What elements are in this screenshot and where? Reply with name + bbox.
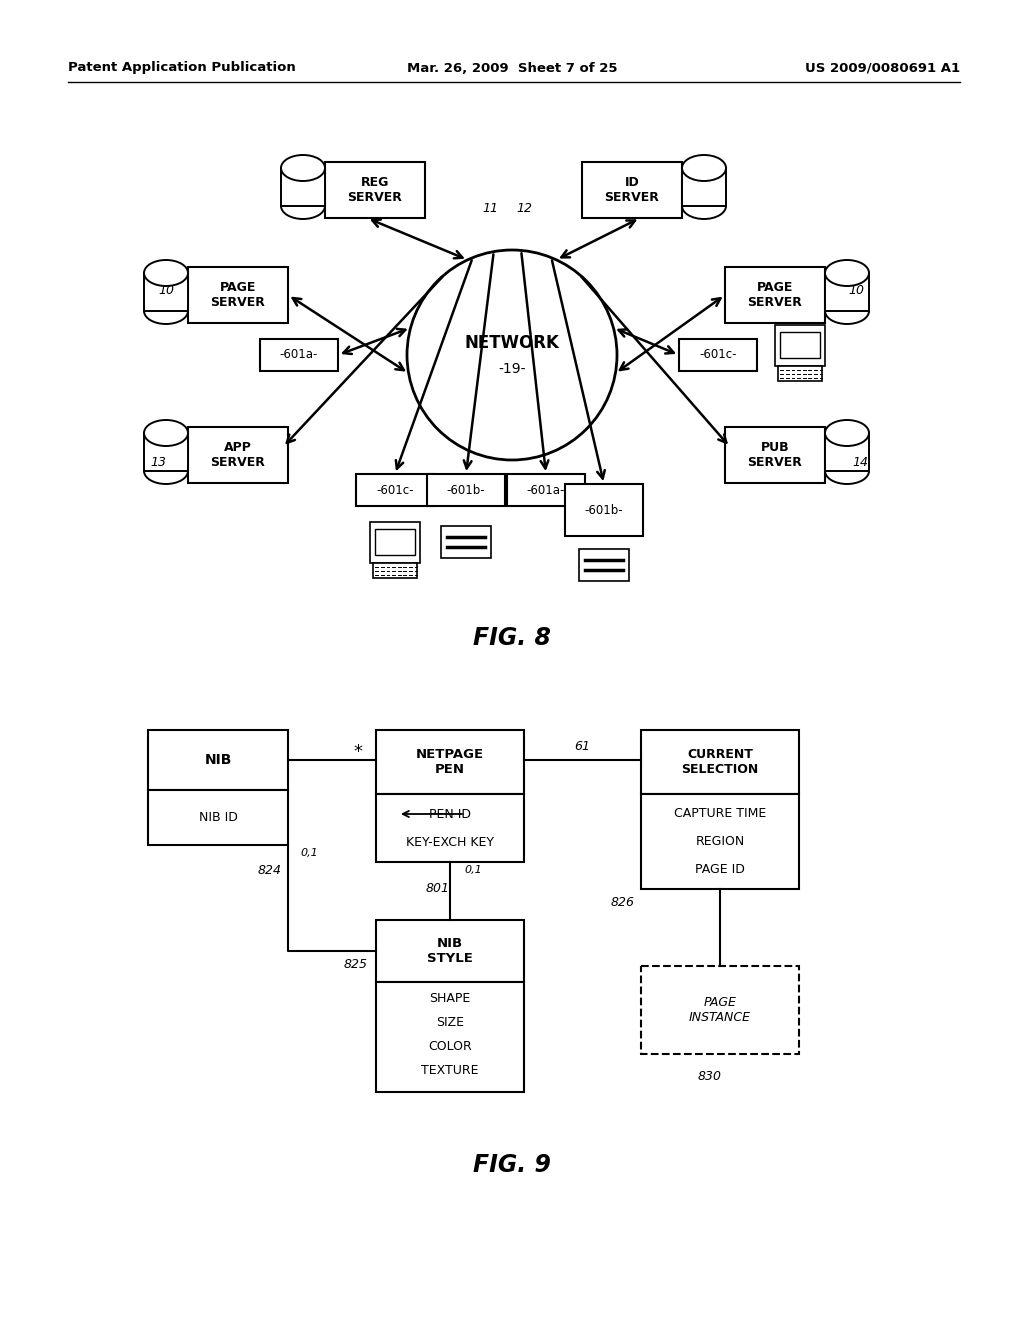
Text: Patent Application Publication: Patent Application Publication xyxy=(68,62,296,74)
Ellipse shape xyxy=(825,260,869,286)
Ellipse shape xyxy=(281,154,325,181)
Text: -601b-: -601b- xyxy=(585,503,624,516)
Text: *: * xyxy=(353,743,362,762)
Bar xyxy=(260,339,338,371)
Text: 830: 830 xyxy=(698,1069,722,1082)
Circle shape xyxy=(407,249,617,459)
Text: CAPTURE TIME: CAPTURE TIME xyxy=(674,807,766,820)
Ellipse shape xyxy=(144,420,188,446)
Text: NIB: NIB xyxy=(205,752,231,767)
Text: SHAPE: SHAPE xyxy=(429,993,471,1006)
Bar xyxy=(682,168,726,206)
Text: -601a-: -601a- xyxy=(526,483,565,496)
Bar xyxy=(148,789,288,845)
Bar xyxy=(144,273,188,312)
Bar xyxy=(725,267,825,323)
Bar xyxy=(373,564,418,578)
Bar xyxy=(825,433,869,471)
Text: -601c-: -601c- xyxy=(699,348,736,362)
Bar xyxy=(370,521,421,562)
Text: 11: 11 xyxy=(482,202,498,214)
Text: 10: 10 xyxy=(848,284,864,297)
Text: 825: 825 xyxy=(344,958,368,972)
Bar xyxy=(565,484,643,536)
Text: 824: 824 xyxy=(258,865,282,878)
Bar xyxy=(376,795,524,862)
Ellipse shape xyxy=(144,260,188,286)
Text: APP
SERVER: APP SERVER xyxy=(211,441,265,469)
Text: 14: 14 xyxy=(852,457,868,470)
Bar xyxy=(641,966,799,1053)
Text: REGION: REGION xyxy=(695,836,744,847)
Bar xyxy=(188,267,288,323)
Bar xyxy=(777,367,822,381)
Bar xyxy=(356,474,434,506)
Text: 0,1: 0,1 xyxy=(464,865,481,875)
Text: 13: 13 xyxy=(150,457,166,470)
Text: NETPAGE
PEN: NETPAGE PEN xyxy=(416,748,484,776)
Text: PAGE
INSTANCE: PAGE INSTANCE xyxy=(689,997,751,1024)
Bar xyxy=(375,529,415,556)
Text: TEXTURE: TEXTURE xyxy=(421,1064,479,1077)
Bar xyxy=(825,273,869,312)
Text: US 2009/0080691 A1: US 2009/0080691 A1 xyxy=(805,62,961,74)
Bar xyxy=(148,730,288,789)
Text: PUB
SERVER: PUB SERVER xyxy=(748,441,803,469)
Text: PAGE
SERVER: PAGE SERVER xyxy=(748,281,803,309)
Text: -19-: -19- xyxy=(499,362,525,376)
Bar xyxy=(144,433,188,471)
Text: 801: 801 xyxy=(426,882,450,895)
Bar xyxy=(188,426,288,483)
Bar xyxy=(440,527,492,557)
Text: COLOR: COLOR xyxy=(428,1040,472,1053)
Text: SIZE: SIZE xyxy=(436,1016,464,1030)
Text: NIB ID: NIB ID xyxy=(199,810,238,824)
Text: 10: 10 xyxy=(158,284,174,297)
Bar xyxy=(780,331,820,359)
Bar xyxy=(427,474,505,506)
Bar xyxy=(325,162,425,218)
Text: -601b-: -601b- xyxy=(446,483,485,496)
Text: 12: 12 xyxy=(516,202,532,214)
Text: Mar. 26, 2009  Sheet 7 of 25: Mar. 26, 2009 Sheet 7 of 25 xyxy=(407,62,617,74)
Text: 0,1: 0,1 xyxy=(300,847,317,858)
Text: REG
SERVER: REG SERVER xyxy=(347,176,402,205)
Text: 61: 61 xyxy=(574,739,591,752)
Ellipse shape xyxy=(825,420,869,446)
Bar xyxy=(641,730,799,795)
Text: FIG. 9: FIG. 9 xyxy=(473,1152,551,1177)
Text: KEY-EXCH KEY: KEY-EXCH KEY xyxy=(406,836,494,849)
Text: ID
SERVER: ID SERVER xyxy=(604,176,659,205)
Bar xyxy=(641,795,799,888)
Text: -601c-: -601c- xyxy=(376,483,414,496)
Text: 826: 826 xyxy=(611,896,635,909)
Bar xyxy=(376,920,524,982)
Text: -601a-: -601a- xyxy=(280,348,318,362)
Ellipse shape xyxy=(682,154,726,181)
Bar xyxy=(774,325,825,366)
Bar xyxy=(579,549,630,581)
Bar xyxy=(507,474,585,506)
Text: CURRENT
SELECTION: CURRENT SELECTION xyxy=(681,748,759,776)
Text: PEN ID: PEN ID xyxy=(429,808,471,821)
Bar xyxy=(679,339,757,371)
Bar xyxy=(281,168,325,206)
Text: PAGE ID: PAGE ID xyxy=(695,863,744,876)
Text: PAGE
SERVER: PAGE SERVER xyxy=(211,281,265,309)
Text: NIB
STYLE: NIB STYLE xyxy=(427,937,473,965)
Bar xyxy=(725,426,825,483)
Bar xyxy=(376,982,524,1092)
Bar xyxy=(376,730,524,795)
Bar xyxy=(582,162,682,218)
Text: NETWORK: NETWORK xyxy=(465,334,559,352)
Text: FIG. 8: FIG. 8 xyxy=(473,626,551,649)
